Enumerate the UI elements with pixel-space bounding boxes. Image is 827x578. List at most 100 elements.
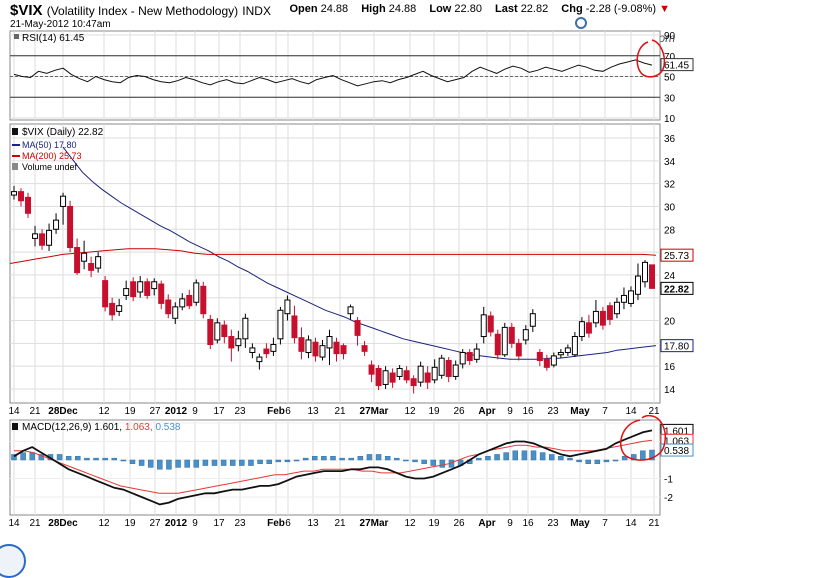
panel-frame: [9, 123, 661, 404]
x-tick-label: 26: [453, 518, 465, 529]
macd-histogram-bar: [220, 459, 227, 466]
candle-body: [571, 336, 578, 356]
x-tick-label: 14: [8, 518, 20, 529]
candle-body: [361, 345, 368, 352]
candle: [130, 277, 137, 302]
macd-signal-line: [14, 439, 653, 494]
candle-body: [53, 219, 60, 230]
candle-body: [529, 313, 536, 327]
candle: [88, 256, 95, 278]
candle-body: [431, 366, 438, 381]
volume-legend: Volume undef: [22, 162, 78, 172]
candle: [137, 276, 144, 298]
candle: [649, 264, 655, 289]
candle: [179, 293, 186, 311]
open-value: 24.88: [320, 3, 349, 15]
candle-body: [627, 290, 634, 304]
candle-body: [564, 347, 571, 353]
rsi-tick-label: 50: [664, 73, 676, 84]
candle: [109, 297, 116, 321]
x-tick-label: 2012: [165, 518, 188, 529]
macd-histogram-bar: [603, 459, 610, 463]
macd-histogram-bar: [403, 459, 409, 462]
macd-histogram-bar: [394, 457, 400, 461]
x-tick-label: 23: [547, 406, 559, 417]
candle-body: [613, 301, 620, 315]
x-tick-label: 12: [404, 518, 416, 529]
quote-bar: Open 24.88 High 24.88 Low 22.80 Last 22.…: [287, 3, 670, 15]
candle: [473, 343, 480, 363]
candle-body: [424, 372, 431, 383]
macd-histogram-bar: [640, 450, 646, 461]
price-tick-label: 14: [664, 385, 676, 396]
candle: [347, 304, 354, 320]
candle-body: [445, 359, 452, 377]
x-tick-label: 14: [625, 406, 637, 417]
x-tick-label: 19: [428, 518, 440, 529]
candle-body: [151, 281, 158, 290]
annotation-circle-macd: [620, 414, 666, 461]
candle-body: [543, 358, 550, 368]
price-tick-label: 16: [664, 362, 676, 373]
exchange: INDX: [242, 4, 271, 18]
candle-body: [32, 233, 39, 239]
candle: [333, 337, 340, 362]
candle: [641, 260, 648, 288]
candle: [550, 352, 557, 368]
candle: [396, 365, 403, 380]
x-tick-label: 28Dec: [48, 518, 78, 529]
macd-histogram-bar: [594, 459, 601, 464]
macd-histogram-bar: [266, 459, 272, 464]
candle: [487, 311, 494, 337]
candle-body: [263, 348, 270, 355]
candle: [158, 280, 165, 310]
candle-body: [60, 195, 67, 207]
x-tick-label: 21: [29, 518, 41, 529]
annotations: [620, 39, 666, 461]
candle-body: [508, 326, 515, 344]
macd-x-axis: 14 21 28Dec 12 19 27 2012 9 17 23 Feb 6 13 21 27Mar 12 1…: [8, 518, 660, 529]
price-tick-label: 32: [664, 180, 676, 191]
ma200-line: [9, 248, 657, 264]
x-tick-label: 9: [192, 406, 198, 417]
candle-body: [74, 247, 81, 274]
candle: [235, 330, 242, 352]
candle-body: [452, 364, 459, 377]
price-legend: $VIX (Daily) 22.82: [22, 127, 104, 138]
macd-histogram-bar: [421, 459, 427, 464]
candle-body: [494, 333, 501, 356]
ma200-legend: MA(200) 25.73: [22, 151, 82, 161]
x-tick-label: 12: [404, 406, 416, 417]
macd-histogram-bar: [558, 456, 564, 461]
candle: [193, 279, 200, 306]
x-tick-label: 7: [602, 518, 608, 529]
high-value: 24.88: [388, 3, 417, 15]
macd-histogram-bar: [330, 456, 336, 461]
candle-body: [592, 310, 599, 324]
last-value: 22.82: [520, 3, 549, 15]
macd-histogram-bar: [612, 459, 619, 462]
macd-histogram-bar: [321, 456, 327, 461]
ma50-value-label-box: [660, 339, 694, 353]
candle-body: [480, 314, 487, 338]
candle-body: [291, 315, 298, 339]
candle-body: [649, 264, 655, 289]
cursor-button[interactable]: [0, 544, 26, 578]
candle-body: [46, 229, 53, 246]
macd-tick-label: -1: [664, 475, 673, 486]
candle: [46, 223, 53, 251]
candle-body: [333, 341, 340, 355]
candle: [403, 366, 410, 384]
macd-value-label-box: [660, 423, 694, 437]
candle: [186, 289, 193, 310]
down-arrow-icon: ▼: [659, 3, 670, 15]
candle: [116, 298, 123, 316]
candle: [123, 280, 130, 301]
x-tick-label: Feb: [267, 406, 285, 417]
macd-histogram-bar: [649, 449, 655, 461]
candle: [466, 349, 473, 366]
candle-body: [599, 310, 606, 326]
candle: [599, 306, 606, 330]
candle-body: [641, 261, 648, 283]
x-tick-label: 16: [522, 406, 534, 417]
